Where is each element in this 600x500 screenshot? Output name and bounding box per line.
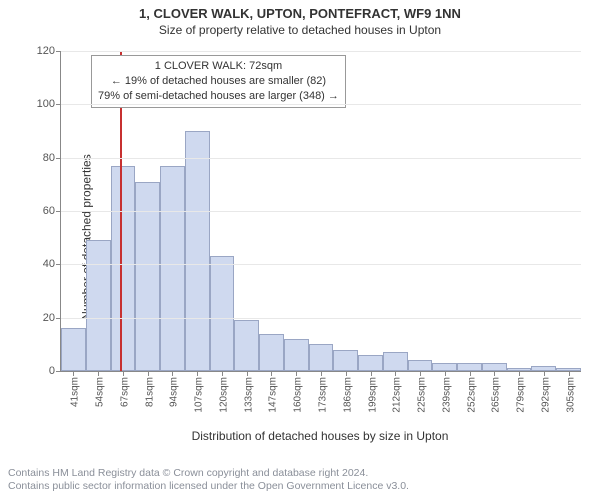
x-tick-label: 160sqm — [289, 377, 304, 413]
attribution-footer: Contains HM Land Registry data © Crown c… — [8, 467, 409, 494]
gridline — [61, 318, 581, 319]
x-tick-mark — [172, 371, 173, 376]
x-tick-mark — [395, 371, 396, 376]
gridline — [61, 264, 581, 265]
histogram-bar — [61, 328, 86, 371]
footer-line-1: Contains HM Land Registry data © Crown c… — [8, 467, 409, 481]
histogram-bar — [210, 256, 235, 371]
x-tick-mark — [346, 371, 347, 376]
x-tick-label: 67sqm — [115, 377, 130, 407]
x-tick-mark — [544, 371, 545, 376]
histogram-bar — [259, 334, 284, 371]
x-tick-mark — [247, 371, 248, 376]
x-tick-label: 186sqm — [338, 377, 353, 413]
gridline — [61, 104, 581, 105]
y-tick-label: 0 — [49, 365, 61, 377]
x-tick-mark — [197, 371, 198, 376]
x-tick-label: 173sqm — [314, 377, 329, 413]
x-tick-label: 147sqm — [264, 377, 279, 413]
x-tick-mark — [222, 371, 223, 376]
y-tick-label: 60 — [43, 205, 61, 217]
histogram-bar — [383, 352, 408, 371]
histogram-bar — [358, 355, 383, 371]
annotation-line: ← 19% of detached houses are smaller (82… — [98, 74, 339, 89]
histogram-bar — [432, 363, 457, 371]
gridline — [61, 158, 581, 159]
x-tick-mark — [123, 371, 124, 376]
footer-line-2: Contains public sector information licen… — [8, 480, 409, 494]
y-tick-label: 100 — [37, 98, 61, 110]
histogram-bar — [408, 360, 433, 371]
histogram-bar — [482, 363, 507, 371]
annotation-box: 1 CLOVER WALK: 72sqm← 19% of detached ho… — [91, 55, 346, 108]
histogram-bar — [309, 344, 334, 371]
annotation-line: 1 CLOVER WALK: 72sqm — [98, 59, 339, 74]
histogram-bar — [185, 131, 210, 371]
x-tick-label: 225sqm — [413, 377, 428, 413]
histogram-bar — [86, 240, 111, 371]
annotation-line: 79% of semi-detached houses are larger (… — [98, 89, 339, 104]
histogram-bar — [333, 350, 358, 371]
x-tick-mark — [569, 371, 570, 376]
x-tick-mark — [98, 371, 99, 376]
gridline — [61, 51, 581, 52]
x-tick-label: 239sqm — [437, 377, 452, 413]
x-tick-label: 81sqm — [140, 377, 155, 407]
y-tick-label: 80 — [43, 152, 61, 164]
x-tick-label: 292sqm — [536, 377, 551, 413]
x-tick-label: 94sqm — [165, 377, 180, 407]
x-tick-mark — [494, 371, 495, 376]
x-tick-label: 107sqm — [190, 377, 205, 413]
x-tick-label: 252sqm — [462, 377, 477, 413]
histogram-bar — [111, 166, 136, 371]
x-tick-label: 120sqm — [214, 377, 229, 413]
gridline — [61, 211, 581, 212]
x-tick-label: 279sqm — [512, 377, 527, 413]
x-tick-label: 199sqm — [363, 377, 378, 413]
x-tick-label: 305sqm — [561, 377, 576, 413]
x-tick-label: 265sqm — [487, 377, 502, 413]
y-tick-label: 20 — [43, 312, 61, 324]
x-tick-mark — [148, 371, 149, 376]
x-tick-mark — [321, 371, 322, 376]
x-tick-mark — [73, 371, 74, 376]
x-tick-mark — [470, 371, 471, 376]
histogram-bar — [457, 363, 482, 371]
histogram-bar — [234, 320, 259, 371]
page-subtitle: Size of property relative to detached ho… — [0, 21, 600, 37]
x-axis-label: Distribution of detached houses by size … — [60, 429, 580, 443]
x-tick-label: 212sqm — [388, 377, 403, 413]
page-title: 1, CLOVER WALK, UPTON, PONTEFRACT, WF9 1… — [0, 0, 600, 21]
x-tick-mark — [271, 371, 272, 376]
x-tick-label: 41sqm — [66, 377, 81, 407]
plot-region: 1 CLOVER WALK: 72sqm← 19% of detached ho… — [60, 51, 581, 372]
y-tick-label: 120 — [37, 45, 61, 57]
x-tick-mark — [371, 371, 372, 376]
histogram-bar — [160, 166, 185, 371]
x-tick-label: 54sqm — [91, 377, 106, 407]
x-tick-mark — [420, 371, 421, 376]
x-tick-mark — [296, 371, 297, 376]
x-tick-mark — [445, 371, 446, 376]
x-tick-mark — [519, 371, 520, 376]
x-tick-label: 133sqm — [239, 377, 254, 413]
y-tick-label: 40 — [43, 258, 61, 270]
chart-area: Number of detached properties 1 CLOVER W… — [0, 37, 600, 437]
histogram-bar — [284, 339, 309, 371]
